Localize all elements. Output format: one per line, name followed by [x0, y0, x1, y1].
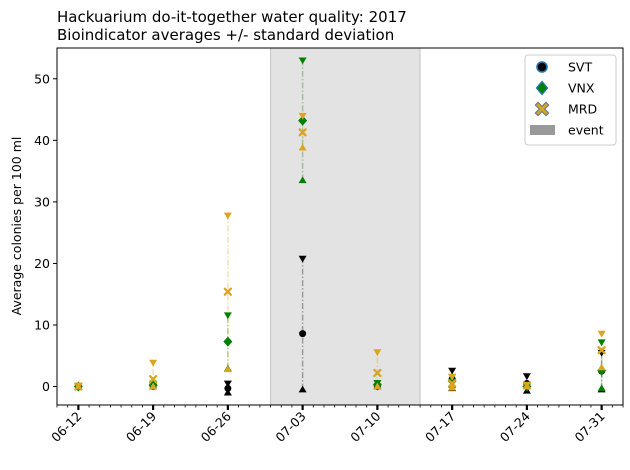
svt-high-cap: [223, 380, 232, 388]
legend-label: MRD: [568, 102, 597, 117]
legend-label: event: [568, 123, 604, 138]
chart-subtitle: Bioindicator averages +/- standard devia…: [57, 26, 394, 44]
mrd-low-cap: [373, 382, 382, 390]
mrd-point: [522, 381, 532, 390]
legend-label: SVT: [568, 60, 592, 75]
y-tick-label: 30: [34, 194, 50, 209]
event-span: [270, 48, 421, 405]
mrd-low-cap: [597, 363, 606, 371]
vnx-point: [447, 375, 457, 386]
legend-marker-event: [530, 125, 555, 135]
svt-high-cap: [448, 367, 457, 375]
mrd-low-cap: [149, 382, 158, 390]
mrd-high-cap: [298, 112, 307, 120]
mrd-high-cap: [597, 330, 606, 338]
mrd-high-cap: [448, 373, 457, 381]
mrd-high-cap: [373, 349, 382, 357]
chart-title: Hackuarium do-it-together water quality:…: [57, 8, 407, 26]
mrd-point: [447, 379, 457, 388]
svt-low-cap: [223, 388, 232, 396]
mrd-point: [373, 368, 382, 378]
vnx-low-cap: [298, 176, 307, 184]
vnx-low-cap: [597, 384, 606, 392]
x-tick-label: 06-12: [48, 409, 84, 445]
mrd-high-cap: [223, 212, 232, 220]
x-tick-label: 07-03: [272, 409, 308, 445]
legend-marker-svt: [536, 61, 548, 73]
y-tick-label: 10: [34, 317, 50, 332]
x-tick-label: 07-24: [497, 408, 533, 444]
vnx-high-cap: [298, 57, 307, 65]
mrd-low-cap: [448, 383, 457, 391]
legend-marker-mrd: [536, 103, 548, 115]
x-tick-label: 06-26: [198, 408, 234, 444]
svt-low-cap: [298, 385, 307, 393]
svt-high-cap: [522, 373, 531, 381]
x-tick-label: 06-19: [123, 408, 159, 444]
y-tick-label: 50: [34, 71, 50, 86]
y-tick-label: 40: [34, 133, 50, 148]
x-tick-label: 07-10: [347, 408, 383, 444]
y-axis-label: Average colonies per 100 ml: [9, 137, 24, 316]
y-tick-label: 0: [42, 379, 50, 394]
mrd-point: [597, 346, 606, 355]
svt-point: [224, 384, 232, 392]
y-tick-label: 20: [34, 256, 50, 271]
mrd-high-cap: [149, 359, 158, 367]
mrd-point: [148, 374, 158, 384]
legend-label: VNX: [568, 81, 595, 96]
mrd-point: [223, 287, 233, 296]
svt-point: [299, 330, 307, 338]
vnx-high-cap: [223, 312, 232, 320]
x-tick-label: 07-31: [571, 409, 607, 445]
vnx-high-cap: [597, 339, 606, 347]
vnx-point: [298, 115, 308, 126]
legend-marker-vnx: [535, 80, 549, 96]
legend-box: [524, 54, 617, 146]
svt-high-cap: [298, 255, 307, 263]
x-tick-label: 07-17: [422, 409, 458, 445]
plot-frame: [56, 47, 624, 406]
mrd-point: [298, 128, 307, 137]
mrd-point: [74, 382, 83, 391]
vnx-point: [223, 336, 233, 347]
mrd-low-cap: [223, 365, 232, 373]
mrd-low-cap: [298, 143, 307, 151]
